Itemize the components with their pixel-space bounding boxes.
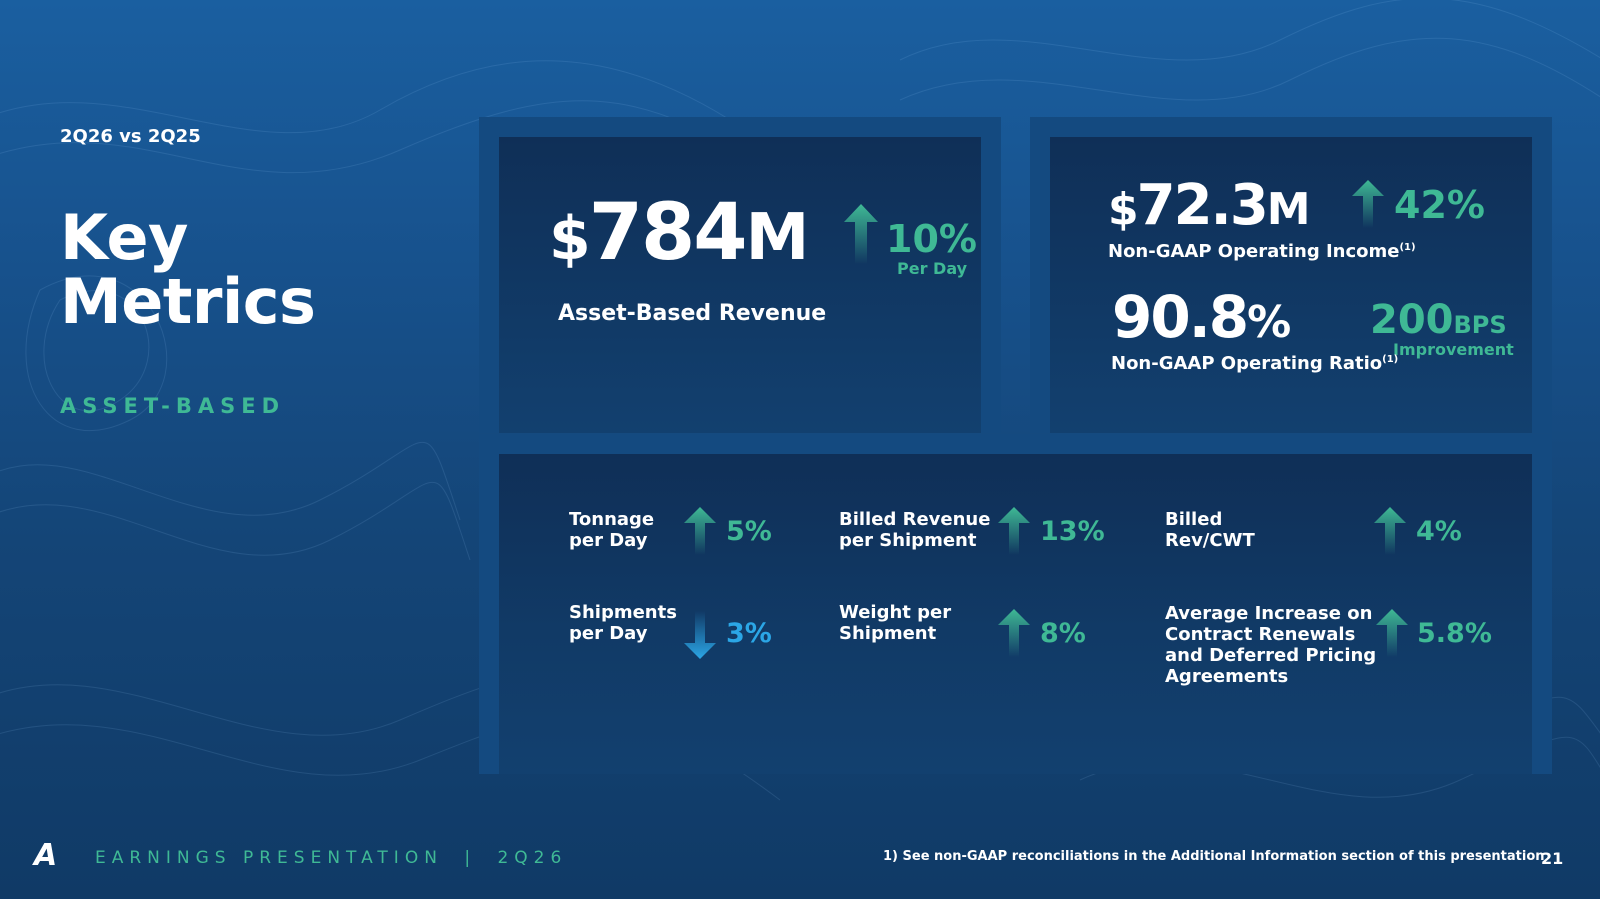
section-label: ASSET-BASED xyxy=(60,394,286,418)
arrow-up-icon xyxy=(1374,507,1406,555)
metric-label-line: Billed Revenue xyxy=(839,509,991,530)
arrow-up-icon xyxy=(684,507,716,555)
revenue-number: 784 xyxy=(588,188,748,278)
metric-value-billed-rev-cwt: 4% xyxy=(1416,516,1462,547)
revenue-change-note: Per Day xyxy=(897,259,968,278)
metric-label-tonnage: Tonnage per Day xyxy=(569,509,654,551)
metric-label-line: Contract Renewals xyxy=(1165,624,1356,645)
metric-label-line: per Day xyxy=(569,623,648,644)
metric-value-tonnage: 5% xyxy=(726,516,772,547)
metric-label-line: Agreements xyxy=(1165,666,1289,687)
metric-label-line: Shipment xyxy=(839,623,937,644)
operating-ratio-value: 90.8% xyxy=(1112,287,1291,353)
metric-label-line: per Day xyxy=(569,530,648,551)
metric-value-contract-renewals: 5.8% xyxy=(1417,618,1492,649)
metric-label-line: Tonnage xyxy=(569,509,655,530)
page-title-line1: Key xyxy=(60,201,188,274)
metric-label-contract-renewals: Average Increase on Contract Renewals an… xyxy=(1165,603,1376,687)
metric-label-billed-revenue: Billed Revenue per Shipment xyxy=(839,509,990,551)
operating-income-change: 42% xyxy=(1394,183,1485,227)
operating-income-label-text: Non-GAAP Operating Income xyxy=(1108,241,1400,262)
operating-income-unit: M xyxy=(1266,184,1311,235)
revenue-value: $784M xyxy=(549,193,810,279)
metric-label-line: Rev/CWT xyxy=(1165,530,1255,551)
footnote: 1) See non-GAAP reconciliations in the A… xyxy=(883,849,1545,864)
metric-label-line: and Deferred Pricing xyxy=(1165,645,1377,666)
metric-value-weight: 8% xyxy=(1040,618,1086,649)
arrow-up-icon xyxy=(1376,609,1408,657)
revenue-dollar: $ xyxy=(549,204,591,274)
operating-ratio-unit: % xyxy=(1247,297,1291,348)
operating-ratio-label-text: Non-GAAP Operating Ratio xyxy=(1111,353,1383,374)
operating-income-footnote: (1) xyxy=(1399,242,1416,253)
page-title-line2: Metrics xyxy=(60,265,316,338)
metric-label-line: Weight per xyxy=(839,602,952,623)
operating-ratio-change-value: 200 xyxy=(1370,297,1454,343)
metric-value-shipments: 3% xyxy=(726,618,772,649)
revenue-change: 10% xyxy=(886,217,977,261)
arrow-up-icon xyxy=(844,204,878,264)
metric-value-billed-revenue: 13% xyxy=(1040,516,1105,547)
arrow-up-icon xyxy=(998,507,1030,555)
company-logo: A xyxy=(34,838,57,873)
arrow-down-icon xyxy=(684,611,716,659)
metric-label-line: Average Increase on xyxy=(1165,603,1373,624)
operating-card: $72.3M 42% Non-GAAP Operating Income(1) … xyxy=(1050,137,1532,433)
metric-label-weight: Weight per Shipment xyxy=(839,602,951,644)
footer-presentation: EARNINGS PRESENTATION xyxy=(95,848,443,868)
operating-income-number: 72.3 xyxy=(1136,173,1269,238)
page-title: Key Metrics xyxy=(60,206,420,334)
operating-ratio-change-note: Improvement xyxy=(1393,340,1514,359)
metric-label-line: Shipments xyxy=(569,602,677,623)
footer-title: EARNINGS PRESENTATION | 2Q26 xyxy=(95,848,567,868)
operating-income-label: Non-GAAP Operating Income(1) xyxy=(1108,241,1416,262)
operating-ratio-change-unit: BPS xyxy=(1453,311,1507,339)
arrow-up-icon xyxy=(998,609,1030,657)
revenue-label: Asset-Based Revenue xyxy=(558,301,827,326)
operating-income-value: $72.3M xyxy=(1108,177,1311,239)
revenue-card: $784M 10% Per Day Asset-Based Revenue xyxy=(499,137,981,433)
arrow-up-icon xyxy=(1352,180,1384,228)
metric-label-line: per Shipment xyxy=(839,530,977,551)
metric-label-line: Billed xyxy=(1165,509,1223,530)
footer-separator: | xyxy=(464,848,477,868)
operating-ratio-label: Non-GAAP Operating Ratio(1) xyxy=(1111,353,1398,374)
operating-income-dollar: $ xyxy=(1108,184,1139,235)
page-number: 21 xyxy=(1541,849,1564,868)
revenue-unit: M xyxy=(745,201,810,275)
metric-label-shipments: Shipments per Day xyxy=(569,602,677,644)
footer-period: 2Q26 xyxy=(497,848,568,868)
metric-label-billed-rev-cwt: Billed Rev/CWT xyxy=(1165,509,1255,551)
comparison-period: 2Q26 vs 2Q25 xyxy=(60,126,201,147)
operating-ratio-number: 90.8 xyxy=(1112,283,1249,351)
operating-ratio-footnote: (1) xyxy=(1382,354,1399,365)
operating-ratio-change: 200BPS xyxy=(1370,297,1507,343)
